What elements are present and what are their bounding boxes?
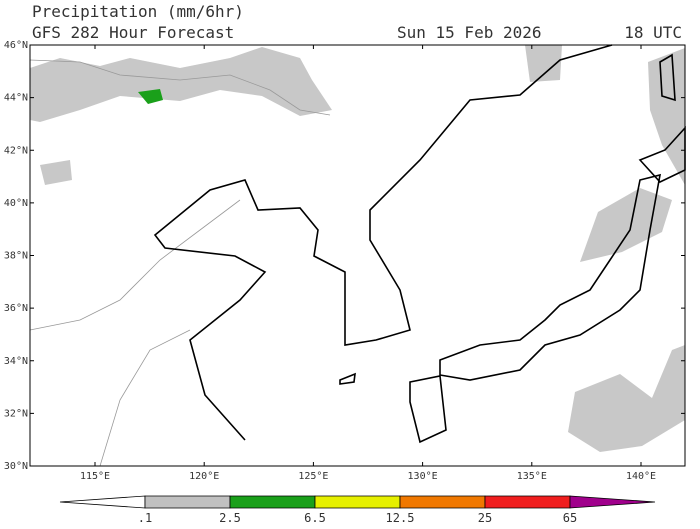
colorbar-segment <box>484 495 571 509</box>
lat-label: 40°N <box>4 198 28 209</box>
date: Sun 15 Feb 2026 <box>397 23 542 42</box>
colorbar-label: 65 <box>563 511 577 525</box>
precip-area-green <box>138 89 163 104</box>
lat-label: 34°N <box>4 356 28 367</box>
coastline <box>409 375 447 444</box>
lat-label: 36°N <box>4 303 28 314</box>
precip-area <box>525 45 562 82</box>
lat-label: 44°N <box>4 93 28 104</box>
colorbar-segment <box>59 495 146 509</box>
title: Precipitation (mm/6hr) <box>32 2 244 21</box>
precip-area <box>580 188 672 262</box>
coastlines <box>153 44 686 444</box>
border <box>29 59 331 116</box>
lat-label: 38°N <box>4 251 28 262</box>
lon-label: 140°E <box>626 471 656 482</box>
lat-label: 30°N <box>4 461 28 472</box>
lon-label: 130°E <box>408 471 438 482</box>
lat-label: 46°N <box>4 40 28 51</box>
colorbar-segment <box>569 495 656 509</box>
lon-label: 120°E <box>189 471 219 482</box>
coastline <box>153 44 613 441</box>
precip-area <box>40 160 72 185</box>
time: 18 UTC <box>624 23 682 42</box>
precip-area <box>648 48 685 185</box>
colorbar-label: 12.5 <box>386 511 415 525</box>
colorbar-segment <box>144 495 231 509</box>
map <box>29 44 686 467</box>
precip-area <box>568 345 685 452</box>
lon-label: 125°E <box>298 471 328 482</box>
lon-label: 115°E <box>80 471 110 482</box>
colorbar-label: 6.5 <box>304 511 326 525</box>
precip-area <box>30 47 332 122</box>
colorbar-segment <box>399 495 486 509</box>
lat-label: 32°N <box>4 408 28 419</box>
lat-label: 42°N <box>4 145 28 156</box>
subtitle: GFS 282 Hour Forecast <box>32 23 234 42</box>
borders <box>29 59 331 467</box>
coastline <box>659 53 676 102</box>
colorbar-label: 25 <box>478 511 492 525</box>
coastline <box>339 372 356 385</box>
border <box>29 199 241 331</box>
colorbar-segment <box>229 495 316 509</box>
colorbar: .1 2.5 6.5 12.5 25 65 <box>59 495 656 525</box>
coastline <box>439 173 662 381</box>
colorbar-label: 2.5 <box>219 511 241 525</box>
border <box>99 329 191 467</box>
lon-label: 135°E <box>517 471 547 482</box>
colorbar-label: .1 <box>138 511 152 525</box>
colorbar-segment <box>314 495 401 509</box>
precip-areas <box>30 45 685 452</box>
